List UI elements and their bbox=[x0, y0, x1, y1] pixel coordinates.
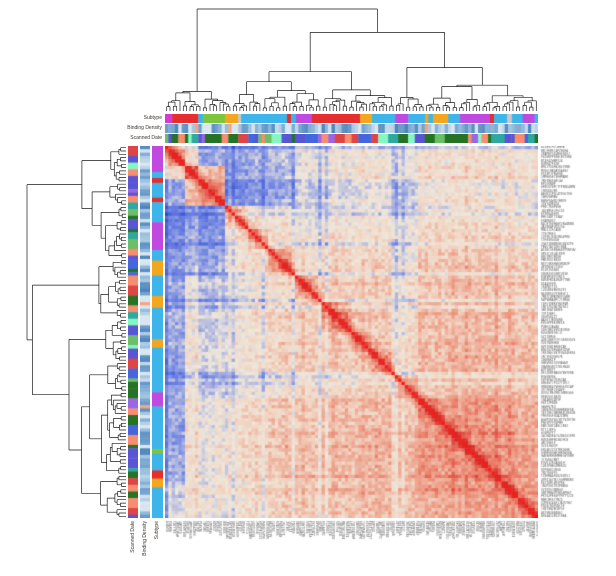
row-annotation-label-scanned-date: Scanned Date bbox=[130, 521, 136, 553]
row-annotation-label-binding-density: Binding Density bbox=[142, 521, 148, 556]
column-annotation-track-scanned-date bbox=[165, 134, 538, 143]
row-annotation-label-subtype: Subtype bbox=[154, 521, 160, 540]
column-annotation-label-scanned-date: Scanned Date bbox=[130, 135, 162, 141]
column-annotation-label-subtype: Subtype bbox=[143, 115, 162, 121]
row-dendrogram bbox=[26, 147, 126, 517]
row-annotation-track-scanned-date bbox=[128, 146, 138, 518]
column-dendrogram bbox=[166, 8, 537, 111]
column-tick-labels bbox=[165, 520, 538, 542]
row-annotation-track-subtype bbox=[152, 146, 163, 518]
row-annotation-track-binding-density bbox=[140, 146, 150, 518]
row-tick-labels bbox=[540, 146, 582, 518]
column-annotation-label-binding-density: Binding Density bbox=[127, 125, 162, 131]
heatmap-matrix bbox=[165, 146, 538, 518]
column-annotation-track-binding-density bbox=[165, 124, 538, 133]
column-annotation-track-subtype bbox=[165, 114, 538, 123]
